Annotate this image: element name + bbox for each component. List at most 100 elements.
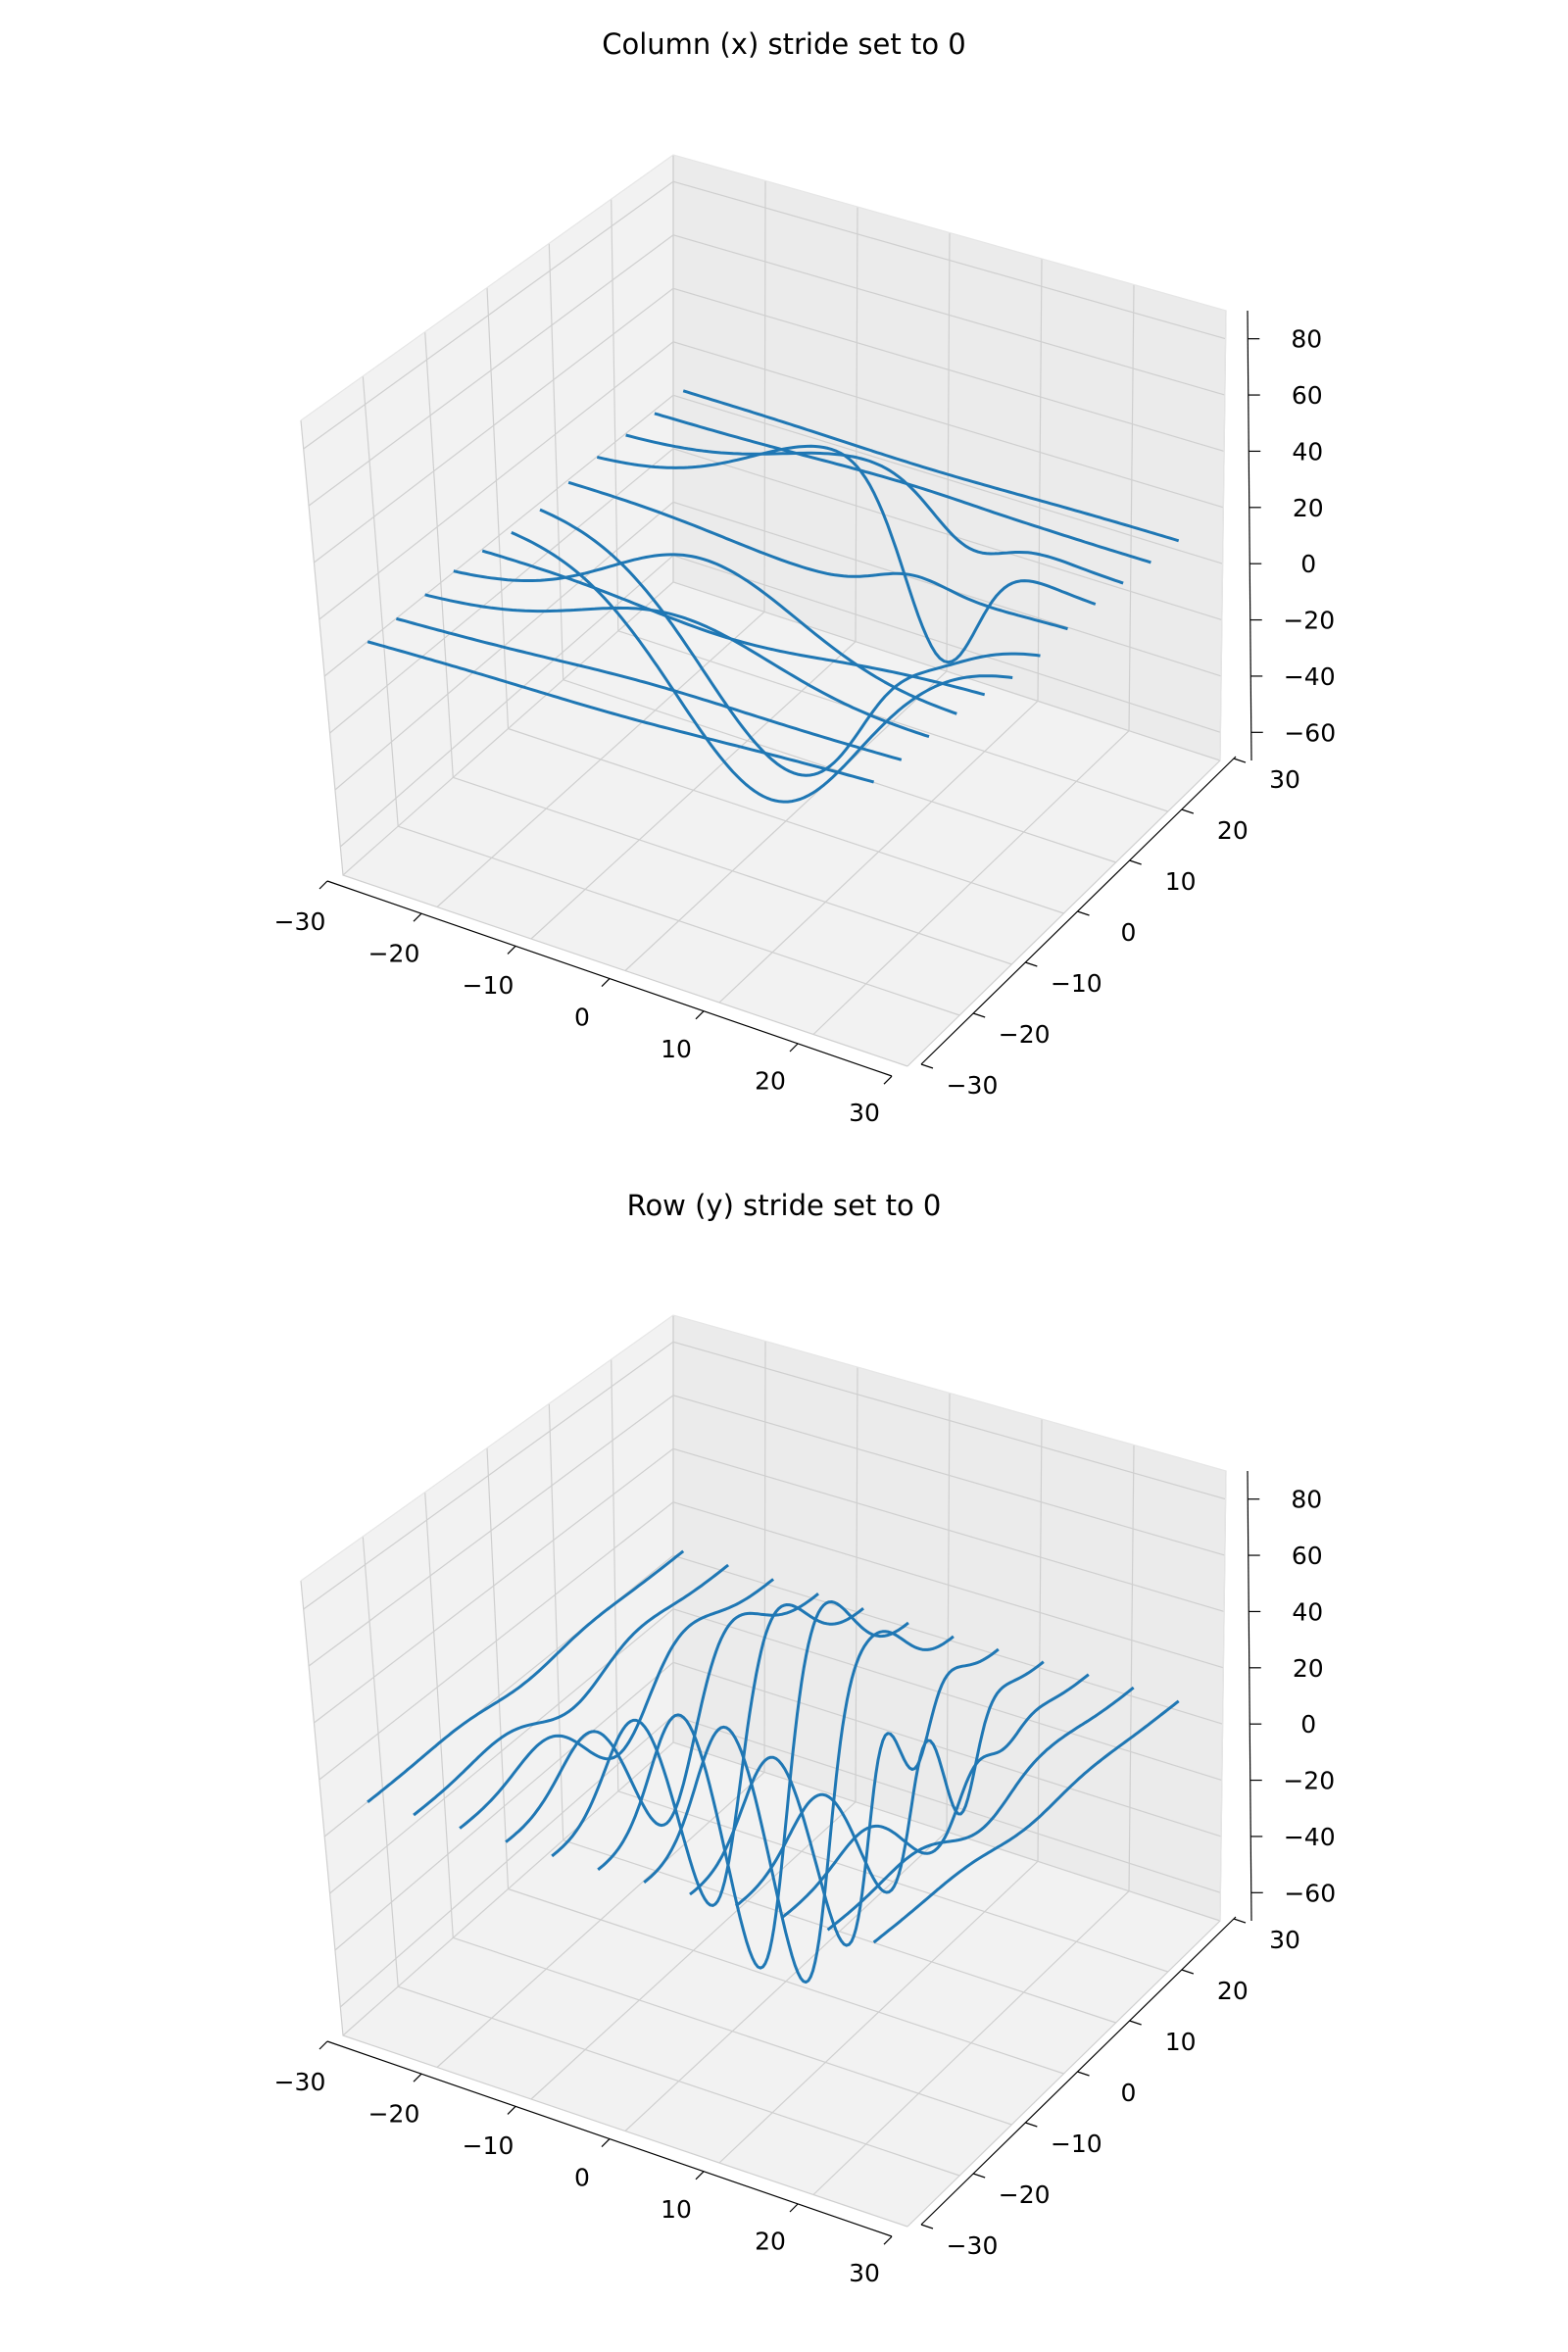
x-tick-mark xyxy=(883,1075,893,1085)
series-line xyxy=(872,1699,1180,1944)
z-tick-label: −60 xyxy=(1284,1879,1336,1907)
series-line xyxy=(734,1660,1045,1907)
y-tick-mark xyxy=(1233,1918,1247,1924)
x-tick-label: 30 xyxy=(849,1099,880,1127)
x-tick-mark xyxy=(883,2235,893,2245)
x-tick-mark xyxy=(413,912,422,922)
series-line xyxy=(395,616,903,761)
z-grid-line xyxy=(303,180,1226,450)
subplot-row-stride: Row (y) stride set to 0 −30 −20 −10 0 10 20 30… xyxy=(274,1189,1337,2287)
x-tick-mark xyxy=(695,1010,705,1020)
x-tick-mark xyxy=(507,945,516,955)
y-tick-label: 20 xyxy=(1217,816,1249,845)
series-line xyxy=(511,531,1013,804)
z-tick-label: 60 xyxy=(1292,381,1323,410)
y-tick-mark xyxy=(920,2224,934,2230)
y-tick-mark xyxy=(1077,910,1090,916)
y-tick-mark xyxy=(1129,2020,1142,2026)
z-tick-label: −60 xyxy=(1284,718,1336,747)
x-tick-label: 10 xyxy=(661,2195,692,2224)
y-tick-mark xyxy=(972,1012,986,1018)
y-grid-line xyxy=(672,155,1221,761)
x-tick-mark xyxy=(789,1043,799,1053)
series-line xyxy=(654,412,1152,564)
z-grid-line xyxy=(308,234,1226,507)
y-grid-line xyxy=(611,1359,1168,1973)
y-tick-mark xyxy=(1077,2071,1090,2077)
x-tick-mark xyxy=(695,2171,705,2180)
z-tick-label: −40 xyxy=(1284,1823,1336,1851)
subplot-column-stride: Column (x) stride set to 0 −30 −20 −10 0 10 2… xyxy=(274,27,1337,1127)
x-tick-label: 0 xyxy=(574,1004,590,1032)
x-tick-label: −20 xyxy=(368,2100,420,2129)
y-grid-line xyxy=(486,287,1064,914)
series-line xyxy=(551,1603,864,1907)
y-grid-line xyxy=(672,1315,1221,1922)
z-axis-line xyxy=(1247,1470,1252,1922)
y-tick-mark xyxy=(920,1063,934,1069)
y-tick-label: 30 xyxy=(1269,765,1300,794)
x-tick-mark xyxy=(601,978,611,988)
x-tick-label: −30 xyxy=(274,2068,326,2096)
x-axis-line xyxy=(326,2040,893,2237)
y-tick-mark xyxy=(1025,2122,1038,2128)
z-grid-line xyxy=(329,448,1223,734)
series-line xyxy=(413,1563,730,1817)
z-tick-label: −20 xyxy=(1283,1767,1335,1795)
y-grid-line xyxy=(486,1447,1064,2075)
pane-edge xyxy=(300,154,1227,761)
chart-title: Column (x) stride set to 0 xyxy=(602,27,966,61)
z-grid-line xyxy=(318,341,1224,620)
x-tick-mark xyxy=(789,2203,799,2213)
y-grid-line xyxy=(362,1536,960,2177)
x-tick-label: 30 xyxy=(849,2259,880,2287)
y-tick-label: 0 xyxy=(1121,2079,1137,2107)
pane-edge xyxy=(300,1314,1227,1922)
series-line xyxy=(424,593,930,739)
z-tick-label: 0 xyxy=(1300,1710,1316,1739)
z-grid-line xyxy=(308,1395,1226,1667)
x-tick-label: −10 xyxy=(463,2132,514,2160)
series-line xyxy=(367,640,875,784)
series-line xyxy=(539,508,1041,777)
z-tick-label: 80 xyxy=(1291,325,1322,354)
x-tick-label: −30 xyxy=(274,907,326,936)
series-line xyxy=(453,553,957,715)
series-line xyxy=(780,1673,1090,1919)
z-grid-line xyxy=(303,1341,1226,1610)
series-line xyxy=(505,1592,819,1843)
series-line xyxy=(367,1549,685,1803)
z-tick-label: 40 xyxy=(1292,437,1323,466)
z-grid-line xyxy=(323,394,1223,677)
x-tick-label: 20 xyxy=(755,2228,786,2256)
y-tick-label: −10 xyxy=(1051,969,1102,998)
series-line xyxy=(625,433,1124,585)
x-tick-mark xyxy=(507,2105,516,2115)
y-tick-label: −30 xyxy=(947,1071,999,1100)
y-tick-label: 30 xyxy=(1269,1926,1300,1954)
x-tick-mark xyxy=(413,2073,422,2082)
x-tick-label: 10 xyxy=(661,1035,692,1063)
z-tick-label: 20 xyxy=(1293,1654,1324,1683)
y-tick-label: −20 xyxy=(999,2180,1051,2209)
z-tick-label: 40 xyxy=(1292,1597,1323,1626)
series-line xyxy=(481,549,986,697)
y-tick-mark xyxy=(1025,961,1038,967)
y-tick-mark xyxy=(1181,808,1195,814)
z-grid-line xyxy=(314,1447,1225,1724)
z-tick-label: −20 xyxy=(1283,607,1335,635)
y-grid-line xyxy=(362,375,960,1016)
floor-pane xyxy=(343,1742,1220,2227)
floor-pane xyxy=(343,582,1220,1066)
z-tick-label: 60 xyxy=(1292,1542,1323,1570)
series-line xyxy=(682,389,1180,543)
x-tick-label: 20 xyxy=(755,1067,786,1096)
z-tick-label: 20 xyxy=(1293,494,1324,522)
y-tick-label: 10 xyxy=(1165,867,1197,896)
y-tick-label: 10 xyxy=(1165,2028,1197,2056)
y-grid-line xyxy=(424,1492,1012,2126)
series-line xyxy=(643,1630,955,1984)
z-tick-label: −40 xyxy=(1284,662,1336,691)
y-grid-line xyxy=(548,243,1116,863)
chart-title: Row (y) stride set to 0 xyxy=(627,1189,942,1222)
